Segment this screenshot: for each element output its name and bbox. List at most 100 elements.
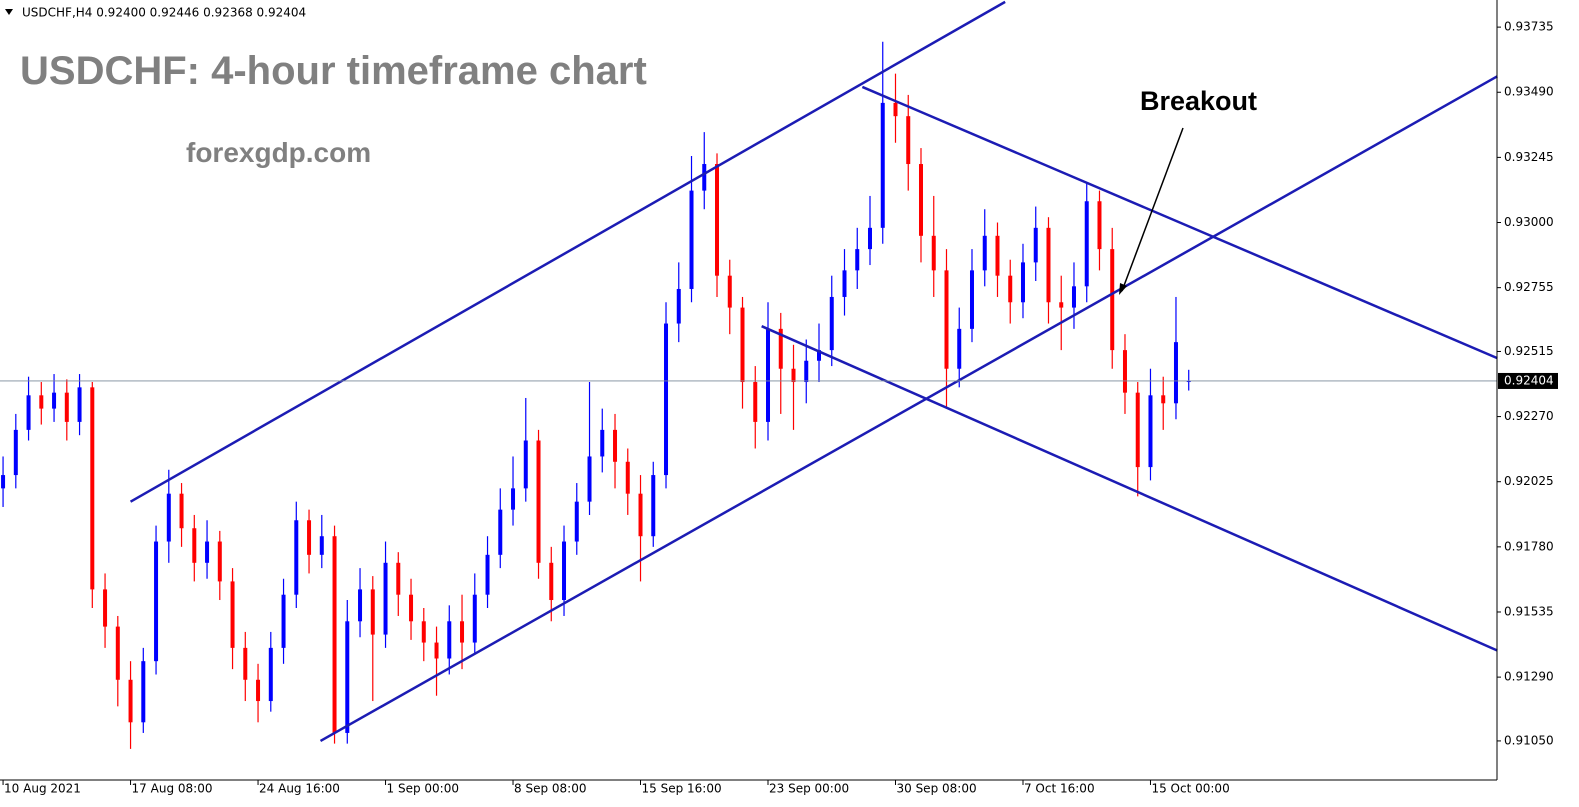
candle-body bbox=[243, 647, 248, 680]
y-tick-label: 0.92270 bbox=[1504, 409, 1554, 423]
trend-line bbox=[861, 85, 1498, 360]
y-tick-label: 0.93245 bbox=[1504, 150, 1554, 164]
candle-body bbox=[396, 562, 401, 595]
candle-body bbox=[893, 102, 898, 117]
chart-title: USDCHF: 4-hour timeframe chart bbox=[20, 49, 647, 93]
candle-body bbox=[766, 328, 771, 422]
candle-body bbox=[485, 554, 490, 595]
watermark: forexgdp.com bbox=[186, 137, 371, 168]
candle-body bbox=[638, 493, 643, 537]
y-tick-label: 0.93735 bbox=[1504, 20, 1554, 34]
candle-body bbox=[319, 536, 324, 555]
candle-body bbox=[358, 589, 363, 622]
candle-body bbox=[294, 520, 299, 595]
candle-body bbox=[944, 270, 949, 369]
candle-body bbox=[702, 164, 707, 191]
candle-body bbox=[906, 116, 911, 165]
candle-body bbox=[141, 661, 146, 723]
candle-body bbox=[1135, 392, 1140, 468]
trend-line bbox=[319, 75, 1498, 743]
y-tick-label: 0.91780 bbox=[1504, 539, 1554, 553]
candle-body bbox=[740, 307, 745, 383]
candle-body bbox=[64, 392, 69, 422]
candle-body bbox=[460, 621, 465, 643]
candle-body bbox=[817, 350, 822, 361]
candle-body bbox=[472, 594, 477, 643]
menu-arrow bbox=[5, 9, 13, 15]
candle-body bbox=[982, 235, 987, 271]
candle-body bbox=[332, 536, 337, 733]
candle-body bbox=[867, 227, 872, 250]
y-tick-label: 0.93000 bbox=[1504, 215, 1554, 229]
candle-body bbox=[1122, 350, 1127, 393]
candle-body bbox=[26, 395, 31, 430]
arrow-head bbox=[1119, 283, 1127, 295]
candle-body bbox=[409, 594, 414, 622]
candle-body bbox=[791, 368, 796, 383]
candle-body bbox=[1008, 275, 1013, 303]
candle-body bbox=[103, 589, 108, 627]
candle-body bbox=[77, 387, 82, 422]
chart-header: USDCHF,H4 0.92400 0.92446 0.92368 0.9240… bbox=[22, 6, 306, 20]
candle-body bbox=[587, 456, 592, 502]
y-tick-label: 0.91535 bbox=[1504, 604, 1554, 618]
candle-body bbox=[969, 270, 974, 329]
candle-body bbox=[307, 520, 312, 555]
x-tick-label: 30 Sep 08:00 bbox=[896, 782, 976, 796]
candle-body bbox=[753, 382, 758, 422]
candle-body bbox=[1161, 395, 1166, 404]
current-price-box bbox=[1498, 372, 1558, 389]
y-tick-label: 0.92515 bbox=[1504, 344, 1554, 358]
x-tick-label: 23 Sep 00:00 bbox=[769, 782, 849, 796]
candle-body bbox=[154, 541, 159, 662]
candle-body bbox=[383, 562, 388, 635]
annotation-arrow bbox=[1121, 127, 1184, 292]
candle-body bbox=[166, 493, 171, 542]
candle-body bbox=[1110, 249, 1115, 351]
candle-body bbox=[192, 528, 197, 563]
candle-body bbox=[52, 392, 57, 409]
candle-body bbox=[1046, 227, 1051, 303]
candle-body bbox=[536, 440, 541, 563]
candle-body bbox=[1084, 201, 1089, 287]
candle-body bbox=[523, 440, 528, 489]
y-tick-label: 0.92025 bbox=[1504, 474, 1554, 488]
candle-body bbox=[676, 288, 681, 324]
candle-body bbox=[217, 541, 222, 582]
candle-body bbox=[1020, 262, 1025, 303]
x-tick-label: 17 Aug 08:00 bbox=[132, 782, 213, 796]
candle-body bbox=[727, 275, 732, 308]
candle-body bbox=[715, 164, 720, 276]
candle-body bbox=[842, 270, 847, 297]
candle-body bbox=[600, 429, 605, 457]
candle-body bbox=[1173, 342, 1178, 404]
y-tick-label: 0.92755 bbox=[1504, 280, 1554, 294]
y-tick-label: 0.91290 bbox=[1504, 670, 1554, 684]
candle-body bbox=[855, 249, 860, 271]
candle-body bbox=[90, 387, 95, 590]
candle-body bbox=[39, 395, 44, 409]
candle-body bbox=[574, 501, 579, 542]
candle-body bbox=[179, 493, 184, 529]
candle-body bbox=[1033, 227, 1038, 263]
candle-body bbox=[931, 235, 936, 271]
current-price-label: 0.92404 bbox=[1504, 373, 1554, 387]
candle-body bbox=[434, 642, 439, 659]
candle-body bbox=[957, 328, 962, 369]
candle-body bbox=[268, 647, 273, 702]
candle-body bbox=[664, 323, 669, 476]
candle-body bbox=[1148, 395, 1153, 468]
candle-body bbox=[370, 589, 375, 635]
candle-body bbox=[447, 621, 452, 659]
candle-body bbox=[1, 475, 6, 489]
candle-body bbox=[1097, 201, 1102, 250]
candle-body bbox=[281, 594, 286, 648]
candle-body bbox=[345, 621, 350, 733]
candle-body bbox=[1059, 302, 1064, 308]
candle-body bbox=[1071, 286, 1076, 308]
candle-body bbox=[128, 679, 133, 723]
candle-body bbox=[256, 679, 261, 702]
candle-body bbox=[13, 429, 18, 476]
candle-body bbox=[689, 190, 694, 289]
